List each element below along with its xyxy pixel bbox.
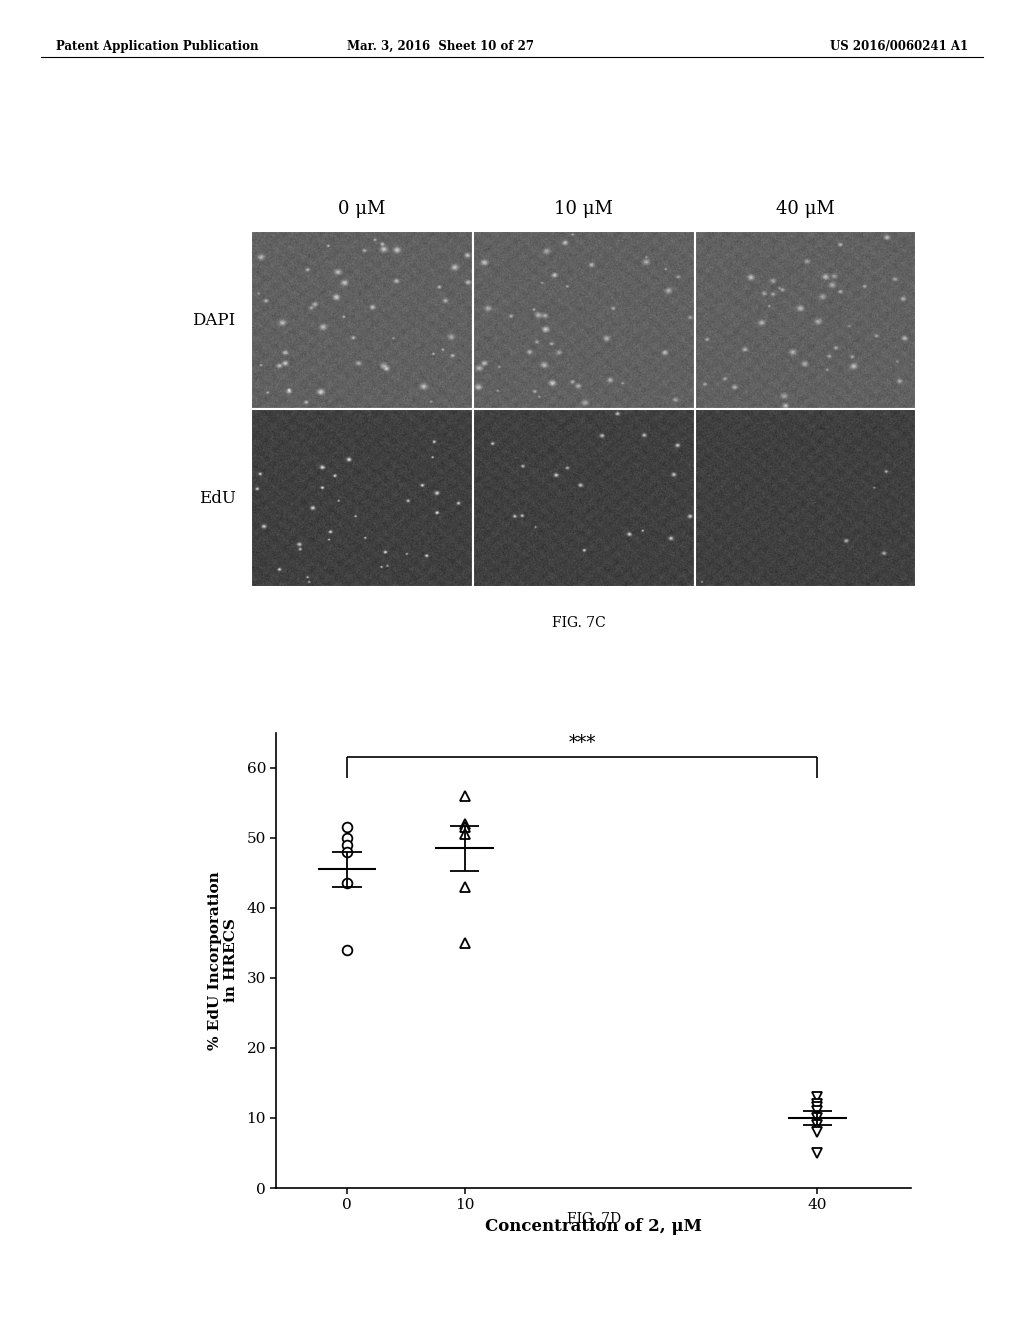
Text: ***: ***: [568, 734, 596, 751]
X-axis label: Concentration of 2, μM: Concentration of 2, μM: [485, 1218, 702, 1236]
Text: 10 μM: 10 μM: [554, 199, 613, 218]
Text: DAPI: DAPI: [193, 312, 236, 329]
Text: Patent Application Publication: Patent Application Publication: [56, 40, 259, 53]
Text: Mar. 3, 2016  Sheet 10 of 27: Mar. 3, 2016 Sheet 10 of 27: [347, 40, 534, 53]
Text: US 2016/0060241 A1: US 2016/0060241 A1: [829, 40, 968, 53]
Text: FIG. 7C: FIG. 7C: [552, 616, 605, 631]
Y-axis label: % EdU Incorporation
in HRECS: % EdU Incorporation in HRECS: [208, 871, 239, 1049]
Text: 40 μM: 40 μM: [776, 199, 835, 218]
Text: EdU: EdU: [199, 490, 236, 507]
Text: FIG. 7D: FIG. 7D: [567, 1212, 621, 1226]
Text: 0 μM: 0 μM: [338, 199, 385, 218]
